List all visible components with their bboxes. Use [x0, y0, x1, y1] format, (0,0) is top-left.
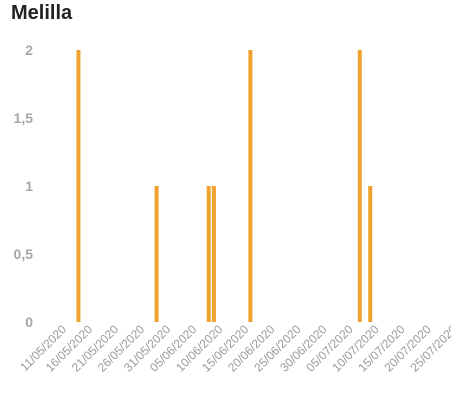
- x-axis: 11/05/202016/05/202021/05/202026/05/2020…: [17, 322, 451, 375]
- y-tick-label: 1,5: [14, 110, 34, 126]
- bar: [76, 50, 81, 322]
- y-tick-label: 0,5: [14, 246, 34, 262]
- bar: [206, 186, 211, 322]
- bars: [76, 50, 373, 322]
- bar: [248, 50, 253, 322]
- y-tick-label: 0: [25, 314, 33, 330]
- y-tick-label: 1: [25, 178, 33, 194]
- bar: [211, 186, 216, 322]
- bar: [368, 186, 373, 322]
- y-axis: 0 0,5 1 1,5 2: [14, 42, 34, 330]
- chart-title: Melilla: [11, 2, 73, 24]
- y-tick-label: 2: [25, 42, 33, 58]
- bar: [357, 50, 362, 322]
- bar: [154, 186, 159, 322]
